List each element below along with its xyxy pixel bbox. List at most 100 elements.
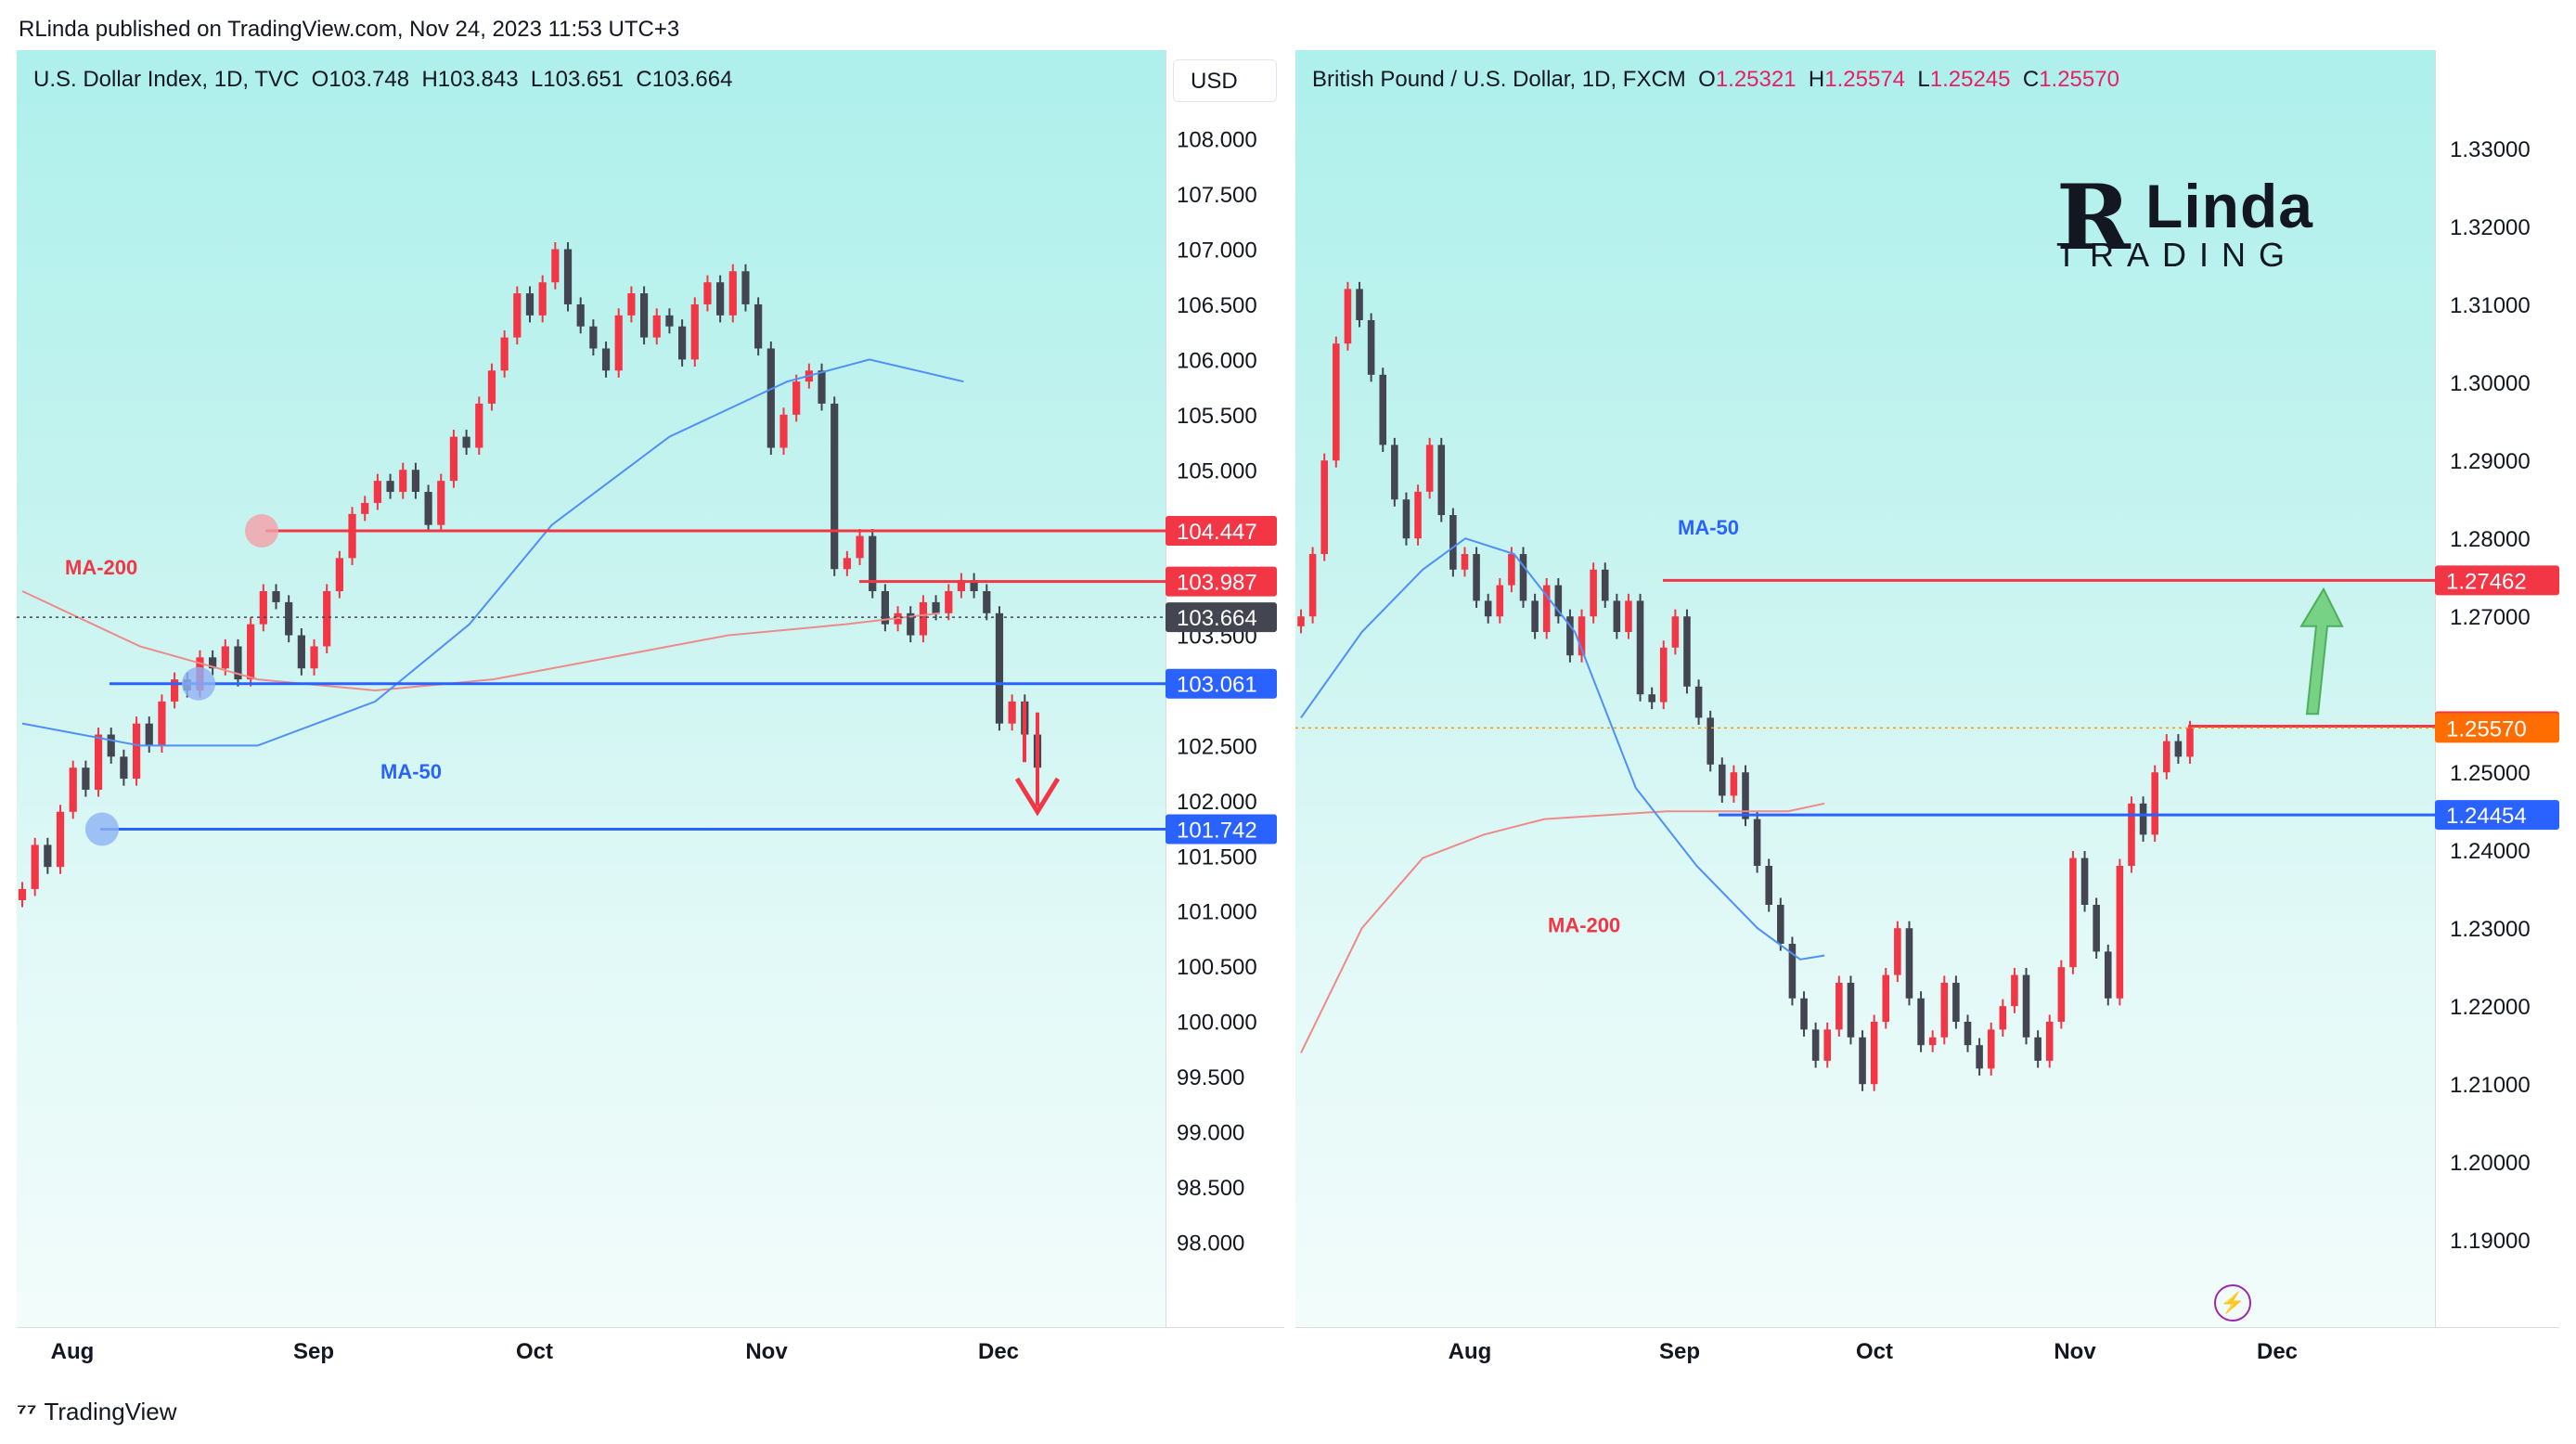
candle-body — [1999, 1006, 2007, 1030]
candle-body — [234, 646, 242, 680]
rlinda-logo: R Linda TRADING — [2056, 165, 2335, 282]
candle-body — [563, 249, 573, 304]
candle-body — [386, 481, 394, 493]
candle-body — [2022, 974, 2030, 1038]
tradingview-brand[interactable]: ⁷⁷ TradingView — [17, 1398, 177, 1426]
candle-body — [1917, 998, 1925, 1046]
candle-body — [56, 811, 65, 868]
candle-body — [1425, 445, 1434, 492]
gbpusd-time-axis[interactable] — [1295, 1327, 2559, 1378]
candle-body — [1356, 289, 1363, 320]
lightning-icon[interactable]: ⚡ — [2214, 1284, 2251, 1322]
price-tick-label: 107.500 — [1177, 183, 1257, 208]
tradingview-brand-label: TradingView — [44, 1398, 177, 1425]
candle-body — [1964, 1022, 1972, 1046]
price-badge-label: 103.664 — [1177, 606, 1257, 631]
candle-body — [399, 470, 407, 493]
candle-body — [44, 844, 52, 868]
candle-body — [310, 646, 318, 669]
price-tick-label: 1.23000 — [2450, 917, 2531, 942]
price-tick-label: 100.000 — [1177, 1011, 1257, 1036]
price-tick-label: 1.20000 — [2450, 1151, 2531, 1176]
candle-body — [2174, 741, 2183, 757]
gbpusd-price-axis[interactable] — [2435, 50, 2560, 1327]
gbpusd-close: 1.25570 — [2039, 67, 2119, 92]
candle-body — [272, 591, 280, 602]
candle-body — [970, 580, 978, 592]
candle-body — [1508, 554, 1515, 586]
price-tick-label: 106.500 — [1177, 293, 1257, 318]
candle-body — [652, 315, 661, 338]
candle-body — [462, 436, 470, 448]
candle-body — [818, 370, 826, 404]
candle-body — [2045, 1022, 2054, 1061]
candle-body — [1344, 289, 1352, 344]
gbpusd-high-label: H — [1808, 67, 1825, 92]
candle-body — [1391, 445, 1398, 500]
gbpusd-open-label: O — [1698, 67, 1716, 92]
price-badge-label: 103.061 — [1177, 673, 1257, 698]
down-arrow-head — [1014, 777, 1061, 817]
price-badge — [2435, 713, 2559, 743]
publish-info: RLinda published on TradingView.com, Nov… — [19, 17, 680, 42]
candle-body — [754, 303, 763, 349]
candle-body — [1519, 554, 1527, 601]
dxy-time-axis[interactable] — [17, 1327, 1284, 1378]
candle-body — [373, 481, 382, 503]
candle-body — [741, 271, 750, 304]
price-badge-label: 103.987 — [1177, 571, 1257, 596]
dxy-open-label: O — [311, 67, 329, 92]
candle-body — [792, 381, 801, 415]
candle-body — [1333, 343, 1340, 461]
candle-body — [158, 701, 166, 746]
price-tick-label: 1.22000 — [2450, 995, 2531, 1020]
candle-body — [1882, 974, 1890, 1022]
candle-body — [107, 734, 115, 757]
candle-body — [614, 315, 623, 371]
price-badge — [2435, 565, 2559, 596]
gbpusd-symbol: British Pound / U.S. Dollar, 1D, FXCM — [1312, 67, 1686, 92]
candle-body — [843, 558, 851, 570]
candle-body — [1730, 772, 1738, 796]
gbpusd-chart-panel[interactable]: British Pound / U.S. Dollar, 1D, FXCM O 1… — [1295, 50, 2560, 1378]
price-badge — [1166, 602, 1277, 633]
time-label: Aug — [51, 1339, 95, 1364]
gbpusd-low-label: L — [1917, 67, 1930, 92]
price-tick-label: 1.19000 — [2450, 1229, 2531, 1254]
gbpusd-low: 1.25245 — [1929, 67, 2011, 92]
dxy-chart-panel[interactable]: U.S. Dollar Index, 1D, TVC O103.748 H103… — [17, 50, 1285, 1378]
pivot-low-marker — [182, 666, 215, 701]
candle-body — [551, 249, 560, 283]
candle-body — [18, 888, 27, 900]
time-label: Sep — [1659, 1339, 1700, 1364]
candle-body — [437, 481, 445, 525]
price-tick-label: 1.24000 — [2450, 839, 2531, 864]
price-badge-label: 101.742 — [1177, 819, 1257, 844]
candle-body — [1414, 491, 1422, 539]
price-tick-label: 101.000 — [1177, 900, 1257, 925]
candle-body — [627, 293, 636, 316]
dxy-close-label: C — [636, 67, 652, 92]
candle-body — [1379, 374, 1387, 445]
candle-body — [335, 558, 343, 592]
candle-body — [601, 348, 611, 371]
time-label: Aug — [1449, 1339, 1492, 1364]
price-tick-label: 1.29000 — [2450, 449, 2531, 474]
candle-body — [323, 591, 331, 647]
currency-button[interactable]: USD — [1173, 59, 1277, 102]
candle-body — [1835, 983, 1843, 1030]
price-tick-label: 1.32000 — [2450, 215, 2531, 240]
candle-body — [348, 513, 356, 559]
candle-body — [1847, 983, 1855, 1038]
price-badge — [1166, 515, 1277, 546]
candle-body — [1788, 944, 1797, 999]
time-label: Oct — [516, 1339, 553, 1364]
candle-body — [1496, 585, 1504, 617]
gbpusd-plot-area[interactable] — [1295, 50, 2435, 1327]
candle-body — [69, 767, 77, 812]
dxy-low: 103.651 — [543, 67, 625, 92]
candle-body — [285, 601, 293, 636]
price-tick-label: 98.500 — [1177, 1176, 1244, 1201]
candle-body — [500, 337, 509, 371]
candle-body — [728, 271, 737, 316]
